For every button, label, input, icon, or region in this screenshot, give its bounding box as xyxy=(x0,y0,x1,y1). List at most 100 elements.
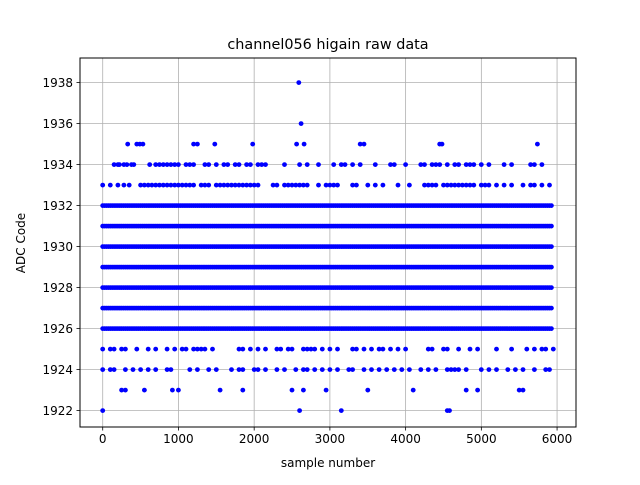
data-point xyxy=(429,346,435,352)
data-point xyxy=(447,408,452,413)
data-point xyxy=(100,346,106,352)
data-point xyxy=(532,346,537,352)
data-point xyxy=(124,162,130,168)
data-point xyxy=(549,326,554,331)
data-point xyxy=(297,162,302,168)
data-point xyxy=(123,346,128,352)
data-point xyxy=(441,182,446,188)
data-point xyxy=(471,182,477,188)
data-point xyxy=(335,182,340,188)
data-point xyxy=(248,162,253,168)
data-point xyxy=(376,346,382,352)
data-point xyxy=(153,162,159,168)
data-point xyxy=(456,346,461,352)
data-point xyxy=(338,408,344,413)
data-point xyxy=(191,162,197,168)
data-point xyxy=(384,367,390,372)
data-point xyxy=(153,367,159,372)
data-point xyxy=(350,367,355,372)
data-point xyxy=(323,387,329,393)
data-point xyxy=(191,346,197,352)
data-point xyxy=(157,162,162,168)
data-point xyxy=(134,346,140,352)
data-point xyxy=(183,182,189,188)
data-points xyxy=(100,80,556,413)
data-point xyxy=(327,182,333,188)
data-point xyxy=(232,162,238,168)
data-point xyxy=(520,182,526,188)
data-point xyxy=(532,367,537,372)
data-point xyxy=(221,182,227,188)
data-point xyxy=(115,182,121,188)
data-point xyxy=(164,162,170,168)
x-tick-label: 4000 xyxy=(390,432,421,446)
data-point xyxy=(176,162,181,168)
data-point xyxy=(297,408,302,413)
data-point xyxy=(452,367,458,372)
data-point xyxy=(282,367,287,372)
data-point xyxy=(240,367,246,372)
data-point xyxy=(535,141,540,147)
data-point xyxy=(255,346,261,352)
data-point xyxy=(528,182,533,188)
data-point xyxy=(240,346,246,352)
data-point xyxy=(547,182,552,188)
data-point xyxy=(176,182,181,188)
data-point xyxy=(236,182,242,188)
data-point xyxy=(164,346,170,352)
data-point xyxy=(418,367,424,372)
data-point xyxy=(304,367,310,372)
data-point xyxy=(425,182,431,188)
data-point xyxy=(225,162,231,168)
data-point xyxy=(478,367,484,372)
data-point xyxy=(433,162,439,168)
data-point xyxy=(501,182,507,188)
data-point xyxy=(217,182,223,188)
data-point xyxy=(319,346,325,352)
x-tick-label: 1000 xyxy=(163,432,194,446)
data-point xyxy=(549,305,554,311)
data-point xyxy=(456,367,461,372)
data-point xyxy=(149,182,155,188)
data-point xyxy=(467,346,473,352)
data-point xyxy=(365,387,371,393)
y-tick-label: 1936 xyxy=(42,117,73,131)
data-point xyxy=(255,182,261,188)
data-point xyxy=(142,387,147,393)
data-point xyxy=(111,346,117,352)
data-point xyxy=(444,367,450,372)
data-point xyxy=(532,162,537,168)
data-point xyxy=(145,182,151,188)
data-point xyxy=(357,162,363,168)
data-point xyxy=(319,367,325,372)
data-point xyxy=(509,346,514,352)
data-point xyxy=(119,387,124,393)
y-tick-label: 1928 xyxy=(42,281,73,295)
plot-frame xyxy=(79,57,577,428)
data-point xyxy=(202,346,208,352)
data-point xyxy=(361,141,367,147)
data-point xyxy=(486,182,492,188)
data-point xyxy=(107,367,113,372)
data-point xyxy=(494,182,499,188)
data-point xyxy=(160,182,166,188)
data-point xyxy=(195,141,200,147)
data-point xyxy=(425,346,431,352)
data-point xyxy=(539,346,545,352)
data-point xyxy=(304,162,310,168)
x-tick-label: 3000 xyxy=(315,432,346,446)
data-point xyxy=(293,182,299,188)
data-point xyxy=(206,162,212,168)
data-point xyxy=(335,367,340,372)
data-point xyxy=(274,367,280,372)
data-point xyxy=(126,182,132,188)
data-point xyxy=(168,367,174,372)
data-point xyxy=(532,182,537,188)
data-point xyxy=(221,162,227,168)
data-point xyxy=(354,346,359,352)
data-point xyxy=(195,367,200,372)
data-point xyxy=(331,162,337,168)
data-point xyxy=(350,162,355,168)
data-point xyxy=(357,141,363,147)
